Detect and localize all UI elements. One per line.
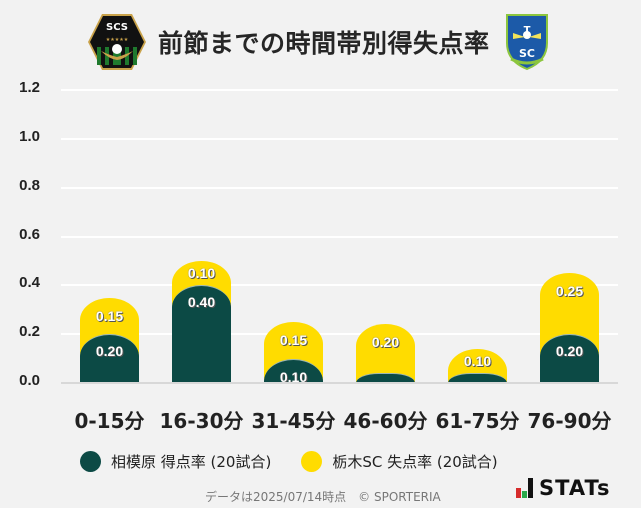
y-tick: 0.0 — [19, 372, 40, 389]
sagamihara-logo-icon: SCS ★★★★★ — [88, 14, 146, 70]
gridline — [61, 89, 618, 91]
x-tick-label: 61-75分 — [435, 409, 520, 433]
y-tick: 1.0 — [19, 128, 40, 145]
value-label-away: 0.10 — [187, 265, 216, 281]
svg-text:T: T — [524, 25, 531, 36]
value-label-away: 0.25 — [555, 283, 584, 300]
bar-home — [448, 373, 507, 383]
legend-item-home: 相模原 得点率 (20試合) — [80, 450, 272, 472]
y-tick: 0.4 — [19, 274, 40, 291]
value-label-away: 0.15 — [95, 307, 124, 324]
legend-label-away: 栃木SC 失点率 (20試合) — [332, 452, 498, 471]
data-timestamp-note: データは2025/07/14時点 © SPORTERIA — [205, 490, 441, 504]
value-label-away: 0.20 — [371, 334, 400, 351]
value-label-away: 0.10 — [463, 352, 492, 369]
value-label-home: 0.40 — [187, 294, 216, 311]
stats-brand-text: STATs — [539, 476, 611, 500]
x-tick-label: 46-60分 — [343, 409, 428, 433]
chart-legend: 相模原 得点率 (20試合) 栃木SC 失点率 (20試合) — [80, 446, 528, 476]
bar-home — [80, 334, 139, 383]
x-axis-baseline — [61, 382, 618, 384]
x-tick-label: 76-90分 — [527, 409, 612, 433]
legend-dot-away-icon — [301, 450, 323, 472]
bar-home — [540, 334, 599, 383]
x-tick-label: 0-15分 — [74, 409, 145, 433]
gridline — [61, 187, 618, 189]
y-tick: 0.2 — [19, 323, 40, 340]
gridline — [61, 284, 618, 286]
x-tick-label: 31-45分 — [251, 409, 336, 433]
y-tick: 0.6 — [19, 226, 40, 243]
y-tick: 0.8 — [19, 177, 40, 194]
svg-text:SCS: SCS — [106, 22, 128, 33]
legend-label-home: 相模原 得点率 (20試合) — [111, 452, 272, 471]
gridline — [61, 333, 618, 335]
value-label-home: 0.20 — [95, 343, 124, 360]
value-label-home: 0.10 — [279, 369, 308, 385]
gridline — [61, 236, 618, 238]
svg-text:SC: SC — [519, 47, 535, 60]
bar-home — [172, 285, 231, 383]
value-label-home: 0.20 — [555, 343, 584, 360]
chart-title: 前節までの時間帯別得失点率 — [158, 29, 490, 58]
y-tick: 1.2 — [19, 79, 40, 96]
legend-dot-home-icon — [80, 450, 101, 472]
tochigi-sc-logo-icon: T SC — [506, 14, 548, 71]
chart-header: SCS ★★★★★ 前節までの時間帯別得失点率 T SC — [0, 0, 641, 80]
stats-brand-logo: STATs — [516, 476, 611, 500]
svg-text:★★★★★: ★★★★★ — [106, 37, 129, 43]
chart-plot-area: 1.2 1.0 0.8 0.6 0.4 0.2 0.0 0.20 0.15 0.40… — [19, 79, 618, 389]
gridline — [61, 138, 618, 140]
x-tick-label: 16-30分 — [159, 409, 244, 433]
value-label-away: 0.15 — [279, 332, 308, 348]
legend-item-away: 栃木SC 失点率 (20試合) — [301, 450, 498, 472]
bar-home — [356, 373, 415, 383]
stats-bar-icon — [516, 478, 533, 498]
